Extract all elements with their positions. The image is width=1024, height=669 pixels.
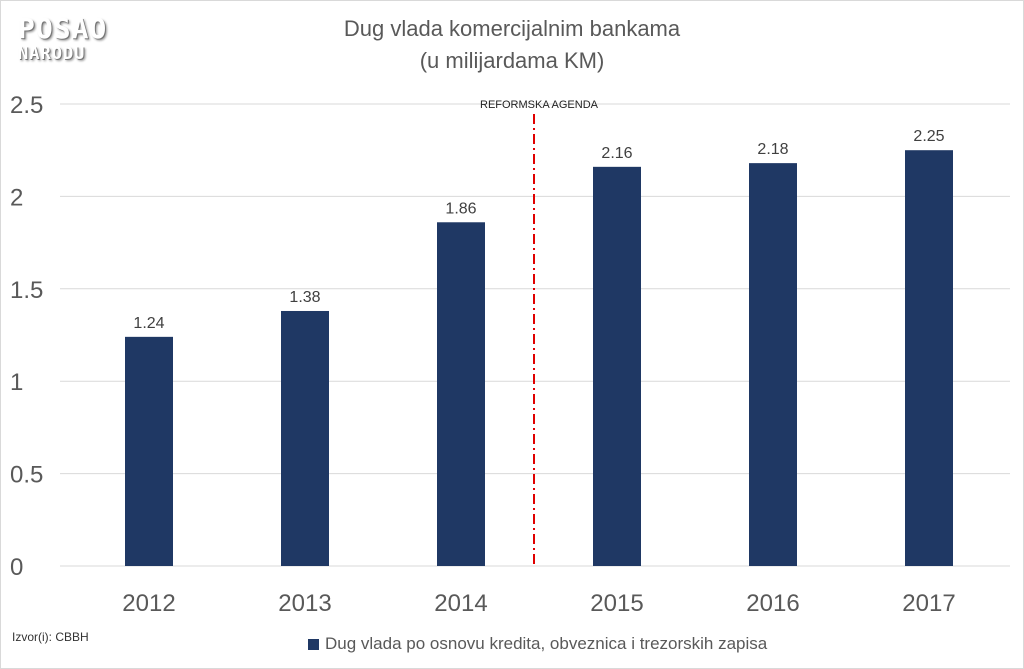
bar [905,150,953,566]
bar [593,166,641,566]
data-label: 1.24 [133,315,164,332]
reform-annotation: REFORMSKA AGENDA [480,99,599,111]
data-label: 1.86 [445,200,476,217]
x-tick-label: 2016 [746,590,799,617]
chart-subtitle: (u milijardama KM) [419,48,605,73]
bar [749,163,797,567]
data-label: 2.18 [757,141,788,158]
logo-watermark: POSAO NARODU [18,12,108,65]
data-label: 2.25 [913,128,944,145]
chart-title: Dug vlada komercijalnim bankama [343,16,681,41]
bar [281,310,329,566]
legend-swatch [308,638,319,650]
y-tick-label: 2.5 [10,92,43,119]
x-tick-label: 2015 [590,590,643,617]
y-tick-label: 0 [10,554,23,581]
x-tick-label: 2014 [434,590,487,617]
y-tick-label: 1 [10,369,23,396]
x-tick-label: 2013 [278,590,331,617]
bar [125,336,173,566]
x-tick-label: 2017 [902,590,955,617]
y-tick-label: 0.5 [10,462,43,489]
y-tick-label: 1.5 [10,277,43,304]
x-tick-label: 2012 [122,590,175,617]
legend: Dug vlada po osnovu kredita, obveznica i… [308,634,767,654]
y-tick-label: 2 [10,184,23,211]
data-label: 2.16 [601,145,632,162]
bar [437,222,485,566]
source-note: Izvor(i): CBBH [12,630,89,644]
legend-label: Dug vlada po osnovu kredita, obveznica i… [325,634,768,653]
data-label: 1.38 [289,289,320,306]
